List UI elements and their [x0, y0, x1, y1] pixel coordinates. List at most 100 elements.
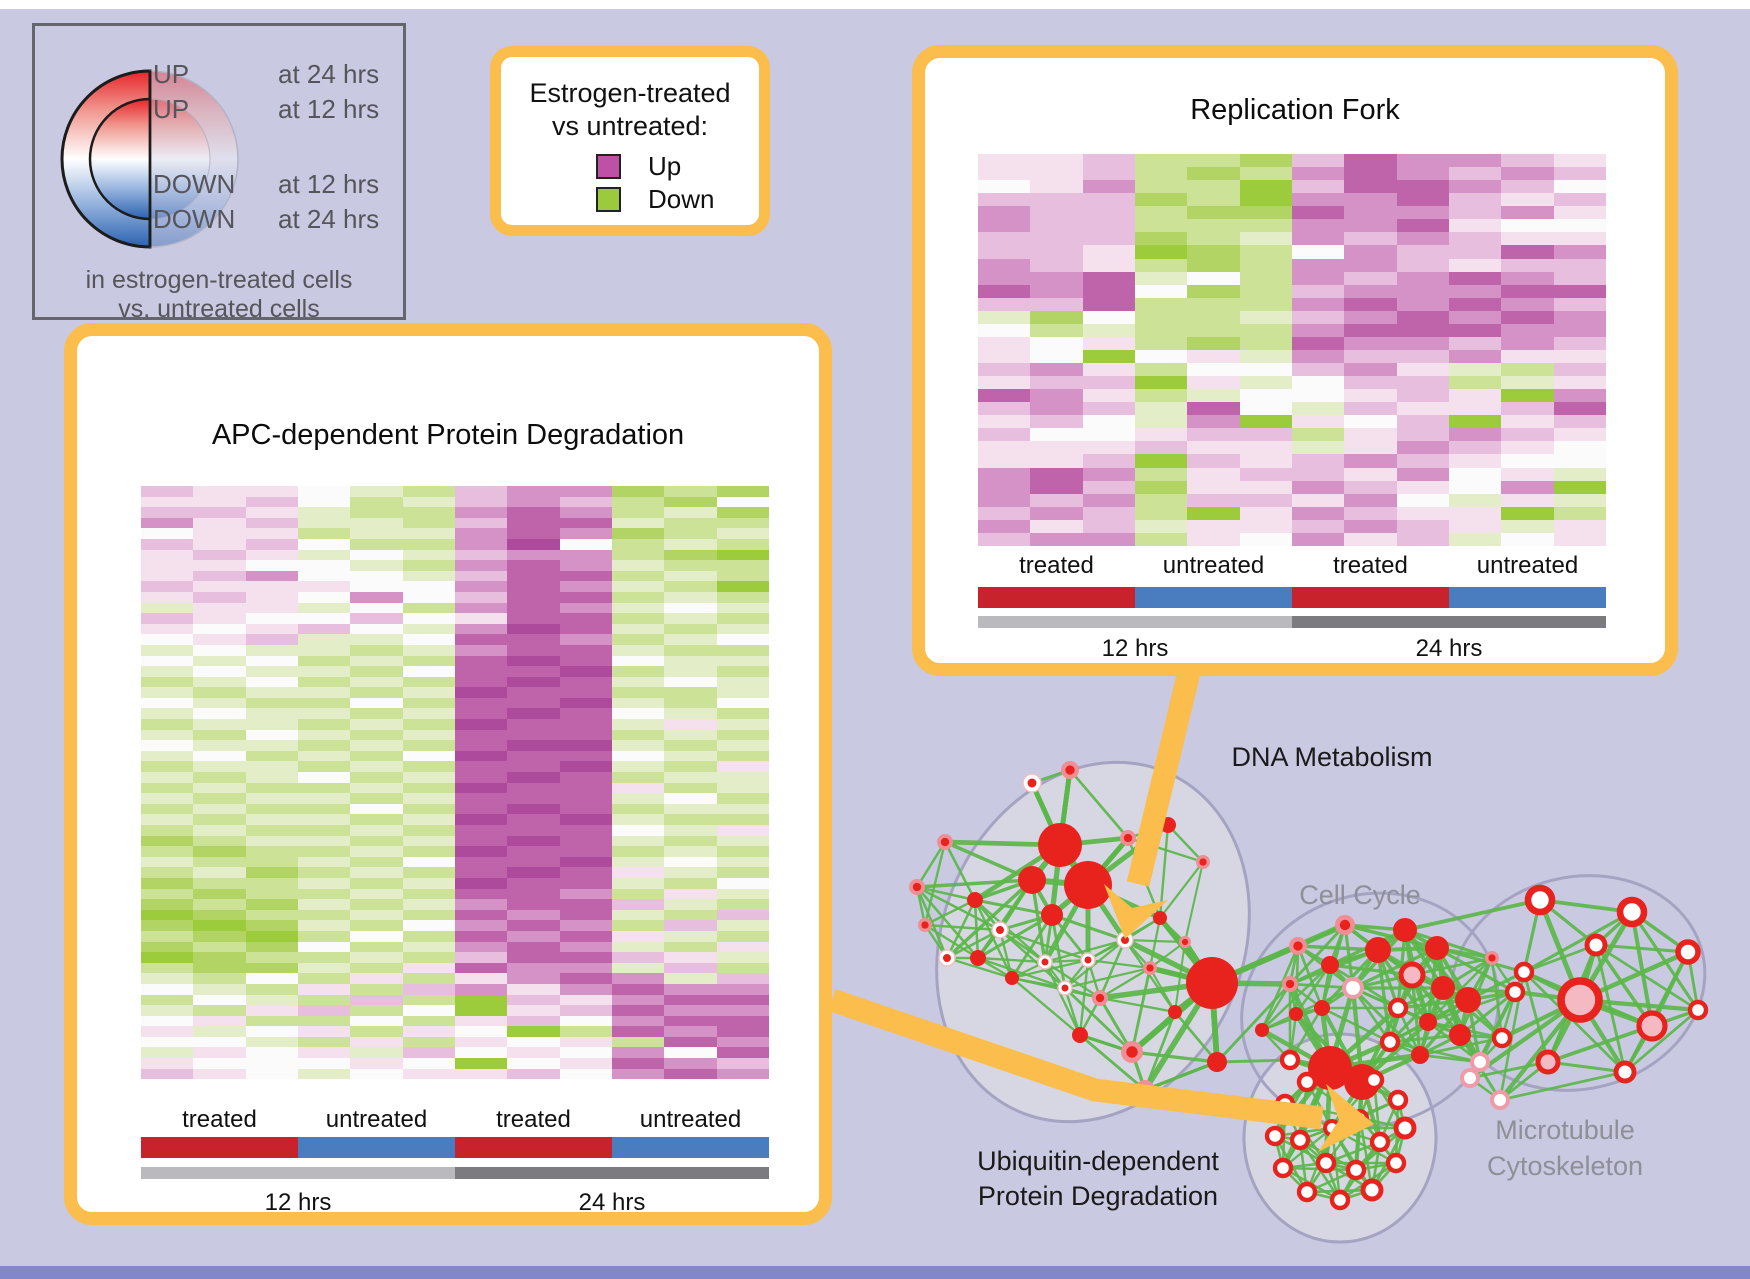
heatmap-cell [141, 666, 194, 677]
heatmap-cell [1239, 506, 1292, 520]
heatmap-cell [297, 634, 351, 645]
heatmap-cell [1448, 284, 1502, 298]
heatmap-row [978, 167, 1606, 181]
heatmap-cell [716, 496, 769, 508]
heatmap-cell [716, 581, 769, 592]
network-edge [1050, 914, 1067, 989]
heatmap-cell [245, 708, 298, 720]
heatmap-cell [402, 994, 455, 1006]
heatmap-cell [716, 517, 769, 529]
heatmap-row [141, 983, 769, 995]
heatmap-cell [1082, 441, 1135, 455]
network-edge [1260, 945, 1300, 1031]
heatmap-cell [1553, 219, 1606, 233]
heatmap-cell [1134, 297, 1188, 311]
heatmap-cell [611, 740, 665, 751]
heatmap-cell [141, 1026, 194, 1037]
heatmap-cell [297, 538, 351, 550]
heatmap-cell [350, 973, 403, 984]
heatmap-cell [507, 803, 560, 815]
heatmap-cell [1291, 323, 1345, 337]
heatmap-cell [978, 180, 1031, 194]
heatmap-cell [141, 697, 194, 709]
heatmap-cell [1448, 532, 1502, 546]
heatmap-cell [297, 867, 351, 878]
heatmap-cell [402, 930, 455, 942]
heatmap-cell [297, 930, 351, 942]
heatmap-cell [245, 867, 298, 878]
heatmap-row [978, 415, 1606, 429]
heatmap-row [141, 591, 769, 603]
heatmap-cell [297, 994, 351, 1006]
heatmap-cell [350, 676, 403, 688]
heatmap-cell [1030, 219, 1083, 233]
heatmap-cell [1134, 532, 1188, 546]
heatmap-cell [297, 888, 351, 900]
network-node-red [1321, 956, 1339, 974]
heatmap-cell [507, 983, 560, 995]
heatmap-cell [245, 486, 298, 497]
heatmap-cell [1187, 506, 1240, 520]
heatmap-cell [1396, 297, 1449, 311]
heatmap-cell [141, 867, 194, 878]
heatmap-cell [245, 909, 298, 921]
heatmap-cell [1082, 415, 1135, 429]
network-node-red [1255, 1023, 1269, 1037]
heatmap-cell [141, 1015, 194, 1027]
heatmap-cell [507, 719, 560, 730]
network-edge [1167, 824, 1204, 863]
heatmap-cell [141, 994, 194, 1006]
heatmap-cell [454, 803, 508, 815]
heatmap-cell [402, 803, 455, 815]
heatmap-cell [1501, 349, 1554, 363]
heatmap-cell [193, 867, 246, 878]
heatmap-cell [1187, 297, 1240, 311]
heatmap-cell [664, 856, 717, 868]
inner-circle-right-half [149, 98, 211, 220]
heatmap-cell [193, 814, 246, 825]
heatmap-cell [507, 528, 560, 539]
network-node-ring [1296, 1071, 1318, 1093]
network-node-core [996, 926, 1004, 934]
heatmap-cell [1501, 297, 1554, 311]
heatmap-cell [1187, 323, 1240, 337]
heatmap-cell [507, 729, 560, 741]
heatmap-cell [297, 1068, 351, 1080]
network-edge [1594, 943, 1654, 1028]
network-node-ring [1687, 999, 1709, 1021]
heatmap-row [978, 180, 1606, 194]
heatmap-cell [1030, 310, 1083, 324]
heatmap-cell [611, 930, 665, 942]
heatmap-row [141, 888, 769, 900]
heatmap-cell [141, 570, 194, 582]
heatmap-cell [350, 793, 403, 804]
heatmap-cell [716, 1058, 769, 1069]
heatmap-cell [454, 655, 508, 667]
heatmap-cell [297, 1036, 351, 1048]
heatmap-cell [978, 219, 1031, 233]
heatmap-cell [1501, 402, 1554, 416]
heatmap-cell [193, 486, 246, 497]
heatmap-row [141, 846, 769, 857]
heatmap-cell [1553, 258, 1606, 272]
heatmap-row [978, 336, 1606, 350]
network-edge [1099, 966, 1151, 1000]
network-edge [1499, 1070, 1626, 1102]
heatmap-cell [559, 782, 612, 794]
heatmap-cell [454, 877, 508, 889]
network-node-core [940, 837, 950, 847]
heatmap-cell [978, 193, 1031, 207]
network-edge [1595, 943, 1699, 1012]
network-node-ring [1513, 961, 1535, 983]
heatmap-cell [1396, 245, 1449, 259]
heatmap-cell [297, 549, 351, 561]
heatmap-cell [454, 782, 508, 794]
heatmap-cell [1344, 415, 1397, 429]
heatmap-cell [193, 994, 246, 1006]
arrow-shaft [1126, 665, 1202, 887]
heatmap-cell [141, 708, 194, 720]
heatmap-cell [1501, 454, 1554, 468]
heatmap-cell [1030, 532, 1083, 546]
heatmap-cell [193, 1026, 246, 1037]
network-edge [1043, 961, 1082, 1036]
